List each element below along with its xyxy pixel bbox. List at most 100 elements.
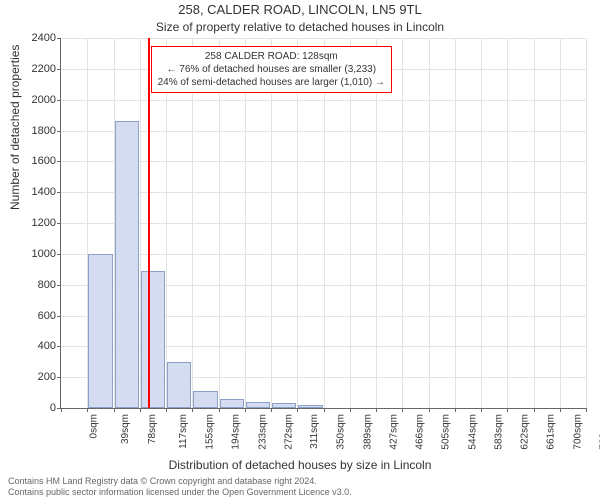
xtick-label: 350sqm — [336, 414, 347, 450]
xtick-label: 544sqm — [467, 414, 478, 450]
xtick-mark — [455, 408, 456, 412]
ytick-label: 800 — [6, 279, 56, 291]
ytick-label: 1600 — [6, 155, 56, 167]
footer-attribution: Contains HM Land Registry data © Crown c… — [8, 476, 352, 498]
xtick-mark — [271, 408, 272, 412]
marker-line — [148, 38, 150, 408]
xtick-mark — [534, 408, 535, 412]
xtick-mark — [429, 408, 430, 412]
xtick-mark — [61, 408, 62, 412]
bar — [167, 362, 191, 408]
ytick-mark — [57, 223, 61, 224]
annotation-box: 258 CALDER ROAD: 128sqm← 76% of detached… — [151, 46, 392, 93]
bar — [298, 405, 322, 408]
xtick-mark — [192, 408, 193, 412]
xtick-label: 427sqm — [388, 414, 399, 450]
ytick-label: 400 — [6, 340, 56, 352]
xtick-mark — [560, 408, 561, 412]
xtick-mark — [402, 408, 403, 412]
ytick-mark — [57, 131, 61, 132]
xtick-mark — [87, 408, 88, 412]
xtick-label: 155sqm — [205, 414, 216, 450]
gridline-v — [560, 38, 561, 408]
ytick-mark — [57, 254, 61, 255]
plot-area — [60, 38, 586, 409]
gridline-v — [586, 38, 587, 408]
bar — [220, 399, 244, 408]
gridline-v — [245, 38, 246, 408]
bar — [88, 254, 112, 408]
gridline-v — [271, 38, 272, 408]
xtick-label: 117sqm — [178, 414, 189, 449]
gridline-v — [324, 38, 325, 408]
x-axis-label: Distribution of detached houses by size … — [0, 458, 600, 472]
footer-line2: Contains public sector information licen… — [8, 487, 352, 498]
xtick-mark — [219, 408, 220, 412]
xtick-mark — [245, 408, 246, 412]
xtick-label: 700sqm — [572, 414, 583, 450]
xtick-mark — [114, 408, 115, 412]
xtick-label: 272sqm — [283, 414, 294, 450]
footer-line1: Contains HM Land Registry data © Crown c… — [8, 476, 352, 487]
xtick-mark — [481, 408, 482, 412]
gridline-v — [507, 38, 508, 408]
xtick-mark — [507, 408, 508, 412]
ytick-mark — [57, 285, 61, 286]
bar — [115, 121, 139, 408]
xtick-label: 233sqm — [257, 414, 268, 450]
gridline-v — [297, 38, 298, 408]
gridline-v — [166, 38, 167, 408]
gridline-v — [481, 38, 482, 408]
xtick-label: 505sqm — [441, 414, 452, 450]
ytick-label: 2400 — [6, 32, 56, 44]
gridline-v — [376, 38, 377, 408]
xtick-label: 194sqm — [231, 414, 242, 450]
ytick-label: 2000 — [6, 94, 56, 106]
ytick-label: 1200 — [6, 217, 56, 229]
ytick-mark — [57, 161, 61, 162]
gridline-v — [192, 38, 193, 408]
ytick-mark — [57, 316, 61, 317]
bar — [141, 271, 165, 408]
gridline-v — [219, 38, 220, 408]
bar — [272, 403, 296, 408]
ytick-label: 2200 — [6, 63, 56, 75]
xtick-label: 661sqm — [546, 414, 557, 450]
title-sub: Size of property relative to detached ho… — [0, 20, 600, 34]
gridline-v — [429, 38, 430, 408]
gridline-v — [402, 38, 403, 408]
ytick-label: 200 — [6, 371, 56, 383]
xtick-label: 583sqm — [493, 414, 504, 450]
ytick-label: 0 — [6, 402, 56, 414]
annotation-line3: 24% of semi-detached houses are larger (… — [158, 76, 385, 89]
xtick-label: 0sqm — [88, 414, 99, 438]
gridline-v — [455, 38, 456, 408]
xtick-label: 389sqm — [362, 414, 373, 450]
ytick-label: 600 — [6, 310, 56, 322]
title-main: 258, CALDER ROAD, LINCOLN, LN5 9TL — [0, 2, 600, 17]
xtick-mark — [324, 408, 325, 412]
xtick-mark — [140, 408, 141, 412]
ytick-label: 1800 — [6, 125, 56, 137]
xtick-mark — [350, 408, 351, 412]
annotation-line1: 258 CALDER ROAD: 128sqm — [158, 50, 385, 63]
bar — [246, 402, 270, 408]
xtick-label: 466sqm — [415, 414, 426, 450]
gridline-v — [350, 38, 351, 408]
xtick-mark — [586, 408, 587, 412]
gridline-v — [534, 38, 535, 408]
ytick-mark — [57, 38, 61, 39]
ytick-label: 1400 — [6, 186, 56, 198]
ytick-mark — [57, 192, 61, 193]
xtick-mark — [297, 408, 298, 412]
bar — [193, 391, 217, 408]
annotation-line2: ← 76% of detached houses are smaller (3,… — [158, 63, 385, 76]
xtick-label: 39sqm — [120, 414, 131, 444]
xtick-mark — [376, 408, 377, 412]
xtick-label: 78sqm — [147, 414, 158, 444]
xtick-mark — [166, 408, 167, 412]
chart-container: 258, CALDER ROAD, LINCOLN, LN5 9TL Size … — [0, 0, 600, 500]
ytick-mark — [57, 346, 61, 347]
ytick-mark — [57, 100, 61, 101]
ytick-mark — [57, 377, 61, 378]
